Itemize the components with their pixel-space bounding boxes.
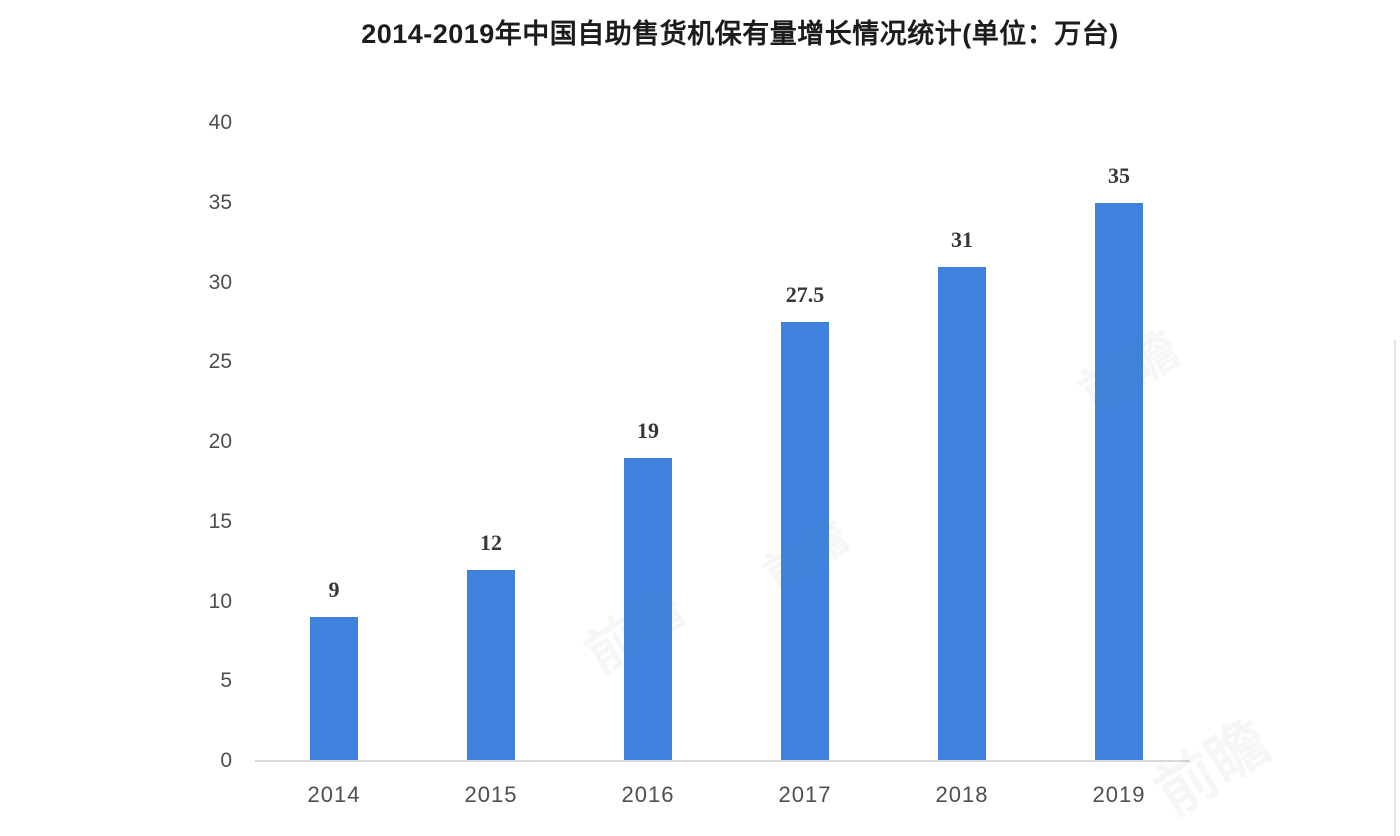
bar-2019 [1095,202,1143,761]
y-tick-label: 35 [208,190,232,214]
right-edge-line [1394,340,1396,836]
chart-title: 2014-2019年中国自助售货机保有量增长情况统计(单位：万台) [361,19,1119,49]
y-tick-label: 25 [208,350,232,374]
bar-value-label: 31 [951,226,973,252]
bar-2014 [310,617,358,761]
bar-value-label: 27.5 [785,282,825,308]
bar-2018 [938,266,986,761]
bar-2016 [624,457,672,761]
y-tick-label: 20 [208,430,232,453]
bar-value-label: 35 [1108,162,1130,188]
x-tick-label: 2017 [778,782,832,807]
x-tick-label: 2016 [621,782,675,807]
bar-2015 [467,569,515,761]
y-tick-label: 30 [208,270,232,294]
x-tick-label: 2015 [464,782,518,807]
y-tick-label: 10 [208,589,232,613]
x-tick-label: 2018 [935,782,989,807]
bar-value-label: 19 [637,417,659,443]
bar-value-label: 12 [480,529,502,555]
bar-value-label: 9 [328,577,340,603]
x-tick-label: 2014 [307,782,361,807]
y-tick-label: 5 [220,669,232,693]
x-axis-baseline [255,760,1190,762]
y-tick-label: 15 [208,509,232,533]
y-tick-label: 0 [220,749,232,772]
watermark-text: 前瞻 [1144,707,1282,828]
bar-2017 [781,322,829,761]
y-tick-label: 40 [208,111,232,134]
x-tick-label: 2019 [1092,782,1146,807]
